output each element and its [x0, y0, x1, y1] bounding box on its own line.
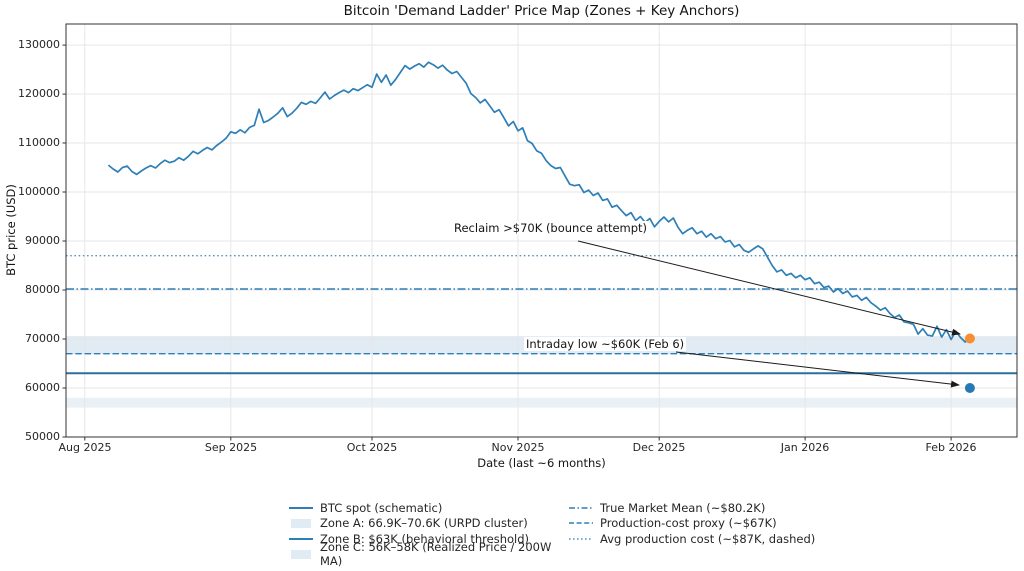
y-tick-label: 100000 — [18, 185, 60, 198]
legend-swatch-line-solid — [289, 506, 313, 509]
legend-item: BTC spot (schematic) — [289, 500, 555, 516]
y-tick-label: 70000 — [25, 332, 60, 345]
legend-item-label: Avg production cost (~$87K, dashed) — [600, 531, 816, 546]
y-tick-label: 120000 — [18, 87, 60, 100]
chart-legend: BTC spot (schematic) Zone A: 66.9K–70.6K … — [289, 500, 815, 568]
x-tick-label: Jan 2026 — [780, 441, 830, 454]
legend-column-right: True Market Mean (~$80.2K) Production-cos… — [569, 500, 815, 562]
x-tick-label: Feb 2026 — [925, 441, 977, 454]
legend-item-label: BTC spot (schematic) — [320, 500, 443, 515]
legend-item: Zone C: 56K–58K (Realized Price / 200W M… — [289, 540, 555, 568]
annotation-arrow-reclaim — [577, 240, 961, 336]
legend-item: Zone B: $63K (behavioral threshold) — [289, 531, 555, 547]
legend-swatch-line-dashed — [569, 518, 593, 528]
x-axis-label: Date (last ~6 months) — [477, 456, 606, 470]
btc-price-line — [107, 61, 975, 343]
annotation-intraday-low: Intraday low ~$60K (Feb 6) — [524, 337, 687, 351]
legend-item: Zone A: 66.9K–70.6K (URPD cluster) — [289, 516, 555, 532]
legend-item-label: Zone A: 66.9K–70.6K (URPD cluster) — [320, 516, 528, 531]
y-tick-label: 130000 — [18, 38, 60, 51]
bounce-attempt-dot — [964, 333, 975, 344]
legend-item: Avg production cost (~$87K, dashed) — [569, 531, 815, 547]
intraday-low-dot — [964, 383, 975, 393]
legend-item-label: Zone B: $63K (behavioral threshold) — [320, 531, 530, 546]
legend-item-label: True Market Mean (~$80.2K) — [600, 500, 766, 515]
legend-item: Production-cost proxy (~$67K) — [569, 516, 815, 532]
legend-item-label: Zone C: 56K–58K (Realized Price / 200W M… — [320, 540, 552, 569]
y-tick-label: 110000 — [18, 136, 60, 149]
zone-c-band — [66, 397, 1017, 408]
legend-swatch-line-solid — [289, 537, 313, 540]
legend-swatch-line-dashdot — [569, 503, 593, 513]
y-tick-label: 90000 — [25, 234, 60, 247]
x-tick-label: Nov 2025 — [491, 441, 545, 454]
legend-item: True Market Mean (~$80.2K) — [569, 500, 815, 516]
chart-title: Bitcoin 'Demand Ladder' Price Map (Zones… — [343, 3, 740, 19]
legend-swatch-patch — [289, 518, 313, 528]
legend-item-label: Production-cost proxy (~$67K) — [600, 516, 777, 531]
x-tick-label: Dec 2025 — [632, 441, 686, 454]
y-tick-label: 50000 — [25, 430, 60, 443]
legend-swatch-patch — [289, 549, 313, 559]
y-tick-label: 80000 — [25, 283, 60, 296]
y-tick-label: 60000 — [25, 381, 60, 394]
annotation-reclaim-70k: Reclaim >$70K (bounce attempt) — [452, 221, 650, 235]
x-tick-label: Sep 2025 — [204, 441, 258, 454]
legend-column-left: BTC spot (schematic) Zone A: 66.9K–70.6K … — [289, 500, 555, 568]
legend-swatch-line-dotted — [569, 534, 593, 544]
x-tick-label: Aug 2025 — [58, 441, 112, 454]
x-tick-label: Oct 2025 — [346, 441, 398, 454]
annotation-arrow-intraday-low — [675, 351, 960, 388]
